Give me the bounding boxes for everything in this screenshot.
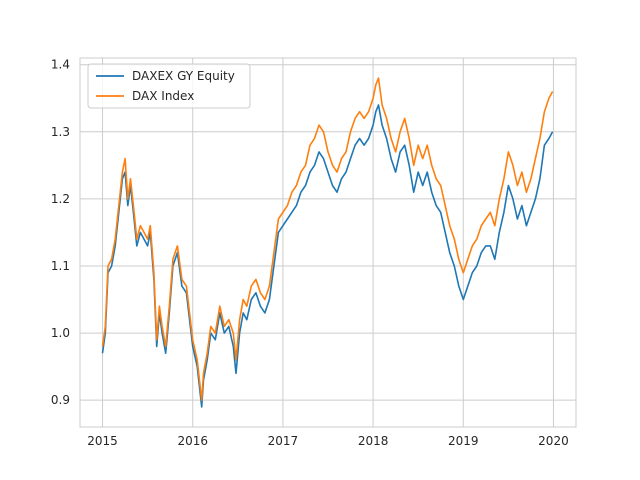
legend-label-1: DAXEX GY Equity [132,69,235,83]
x-tick-label: 2016 [177,434,208,448]
axes-frame [79,57,577,428]
series-line-2 [101,77,554,402]
x-tick-label: 2019 [448,434,479,448]
y-tick-label: 1.4 [51,58,70,72]
y-tick-label: 1.2 [51,192,70,206]
y-tick-label: 1.3 [51,125,70,139]
x-tick-label: 2018 [358,434,389,448]
legend: DAXEX GY Equity DAX Index [87,63,251,109]
y-tick-label: 1.1 [51,259,70,273]
x-tick-label: 2017 [268,434,299,448]
series-lines [101,77,554,408]
tick-labels: 2015 2016 2017 2018 2019 2020 0.9 1.0 1.1 1.2 1.3 1… [51,58,569,448]
series-line-1 [101,104,554,408]
x-tick-label: 2015 [87,434,118,448]
x-tick-label: 2020 [538,434,569,448]
grid-lines [80,58,576,427]
y-tick-label: 1.0 [51,326,70,340]
legend-box [87,63,251,109]
legend-label-2: DAX Index [132,89,194,103]
y-tick-label: 0.9 [51,393,70,407]
